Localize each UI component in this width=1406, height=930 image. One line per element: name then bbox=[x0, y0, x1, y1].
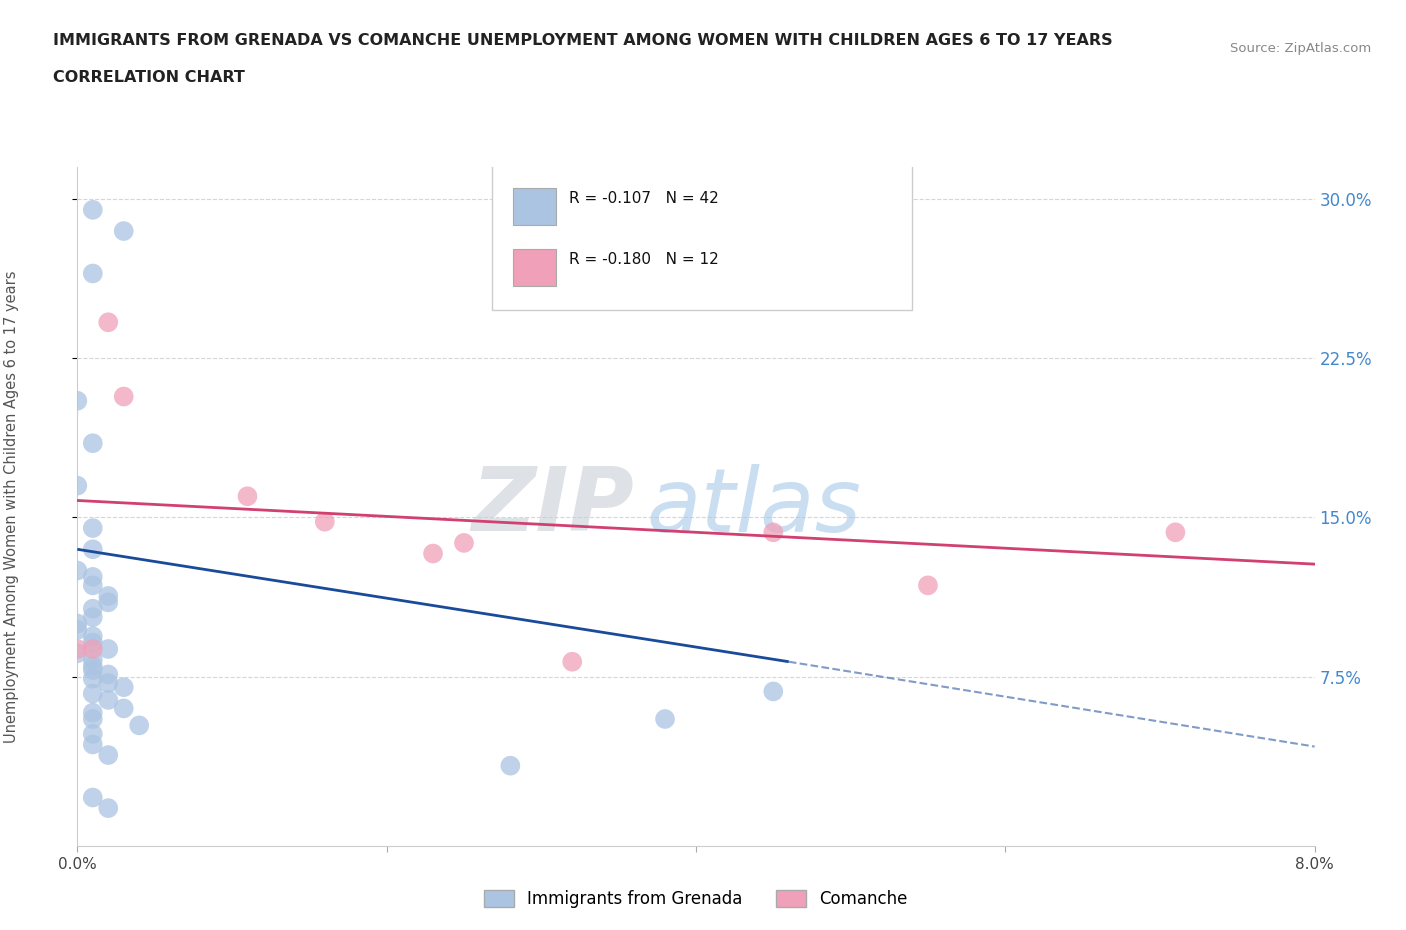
Point bbox=[1164, 525, 1187, 539]
Point bbox=[66, 622, 89, 637]
Point bbox=[97, 693, 120, 708]
Text: IMMIGRANTS FROM GRENADA VS COMANCHE UNEMPLOYMENT AMONG WOMEN WITH CHILDREN AGES : IMMIGRANTS FROM GRENADA VS COMANCHE UNEM… bbox=[53, 33, 1114, 47]
Point bbox=[97, 667, 120, 682]
Point bbox=[97, 315, 120, 330]
Point bbox=[82, 610, 104, 625]
Text: Unemployment Among Women with Children Ages 6 to 17 years: Unemployment Among Women with Children A… bbox=[4, 271, 18, 743]
Point bbox=[82, 569, 104, 584]
Point bbox=[561, 655, 583, 670]
Point bbox=[762, 684, 785, 698]
Point bbox=[82, 711, 104, 726]
Point bbox=[314, 514, 336, 529]
Point bbox=[97, 595, 120, 610]
Point bbox=[236, 489, 259, 504]
Point bbox=[82, 578, 104, 592]
Point bbox=[112, 223, 135, 238]
Point bbox=[82, 436, 104, 451]
Point bbox=[97, 801, 120, 816]
Point bbox=[66, 645, 89, 660]
Point bbox=[112, 389, 135, 404]
Point bbox=[82, 652, 104, 667]
Point bbox=[762, 525, 785, 539]
Point bbox=[82, 203, 104, 218]
Point bbox=[82, 790, 104, 805]
Text: Source: ZipAtlas.com: Source: ZipAtlas.com bbox=[1230, 42, 1371, 55]
Point bbox=[66, 393, 89, 408]
Bar bbox=[513, 188, 557, 225]
Point bbox=[82, 658, 104, 673]
Point bbox=[82, 521, 104, 536]
Point bbox=[82, 663, 104, 678]
Text: atlas: atlas bbox=[647, 464, 862, 550]
Point bbox=[128, 718, 150, 733]
Point bbox=[453, 536, 475, 551]
Point bbox=[66, 616, 89, 631]
Point bbox=[82, 726, 104, 741]
Text: ZIP: ZIP bbox=[471, 463, 634, 551]
Text: R = -0.107   N = 42: R = -0.107 N = 42 bbox=[568, 192, 718, 206]
Point bbox=[97, 675, 120, 690]
Point bbox=[422, 546, 444, 561]
Point bbox=[82, 642, 104, 657]
Point bbox=[66, 563, 89, 578]
Point bbox=[66, 642, 89, 657]
Text: CORRELATION CHART: CORRELATION CHART bbox=[53, 70, 245, 85]
FancyBboxPatch shape bbox=[492, 161, 912, 310]
Point bbox=[82, 737, 104, 752]
Point bbox=[82, 686, 104, 701]
Point bbox=[97, 642, 120, 657]
Point bbox=[82, 671, 104, 686]
Point bbox=[82, 629, 104, 644]
Point bbox=[499, 758, 522, 773]
Point bbox=[112, 701, 135, 716]
Bar bbox=[513, 249, 557, 286]
Point bbox=[112, 680, 135, 695]
Point bbox=[82, 602, 104, 617]
Point bbox=[82, 542, 104, 557]
Legend: Immigrants from Grenada, Comanche: Immigrants from Grenada, Comanche bbox=[475, 882, 917, 916]
Point bbox=[654, 711, 676, 726]
Point bbox=[82, 705, 104, 720]
Point bbox=[82, 635, 104, 650]
Point bbox=[66, 478, 89, 493]
Point bbox=[917, 578, 939, 592]
Point bbox=[97, 589, 120, 604]
Point bbox=[82, 266, 104, 281]
Point bbox=[97, 748, 120, 763]
Text: R = -0.180   N = 12: R = -0.180 N = 12 bbox=[568, 252, 718, 267]
